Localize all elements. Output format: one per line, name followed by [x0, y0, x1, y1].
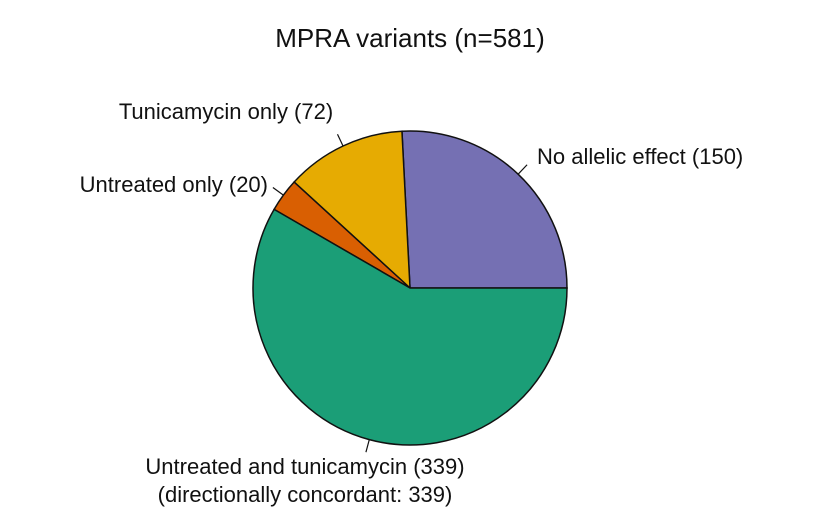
leader-line	[272, 186, 284, 196]
annotation: (directionally concordant: 339)	[158, 482, 453, 507]
chart-title: MPRA variants (n=581)	[275, 23, 545, 53]
leader-line	[365, 439, 370, 453]
slice-label: Tunicamycin only (72)	[119, 99, 333, 124]
leader-line	[336, 133, 344, 147]
leader-line	[517, 164, 528, 175]
slice-label: Untreated only (20)	[80, 172, 268, 197]
slice-label: No allelic effect (150)	[537, 144, 743, 169]
slice-label: Untreated and tunicamycin (339)	[145, 454, 464, 479]
pie-slice	[401, 130, 568, 289]
